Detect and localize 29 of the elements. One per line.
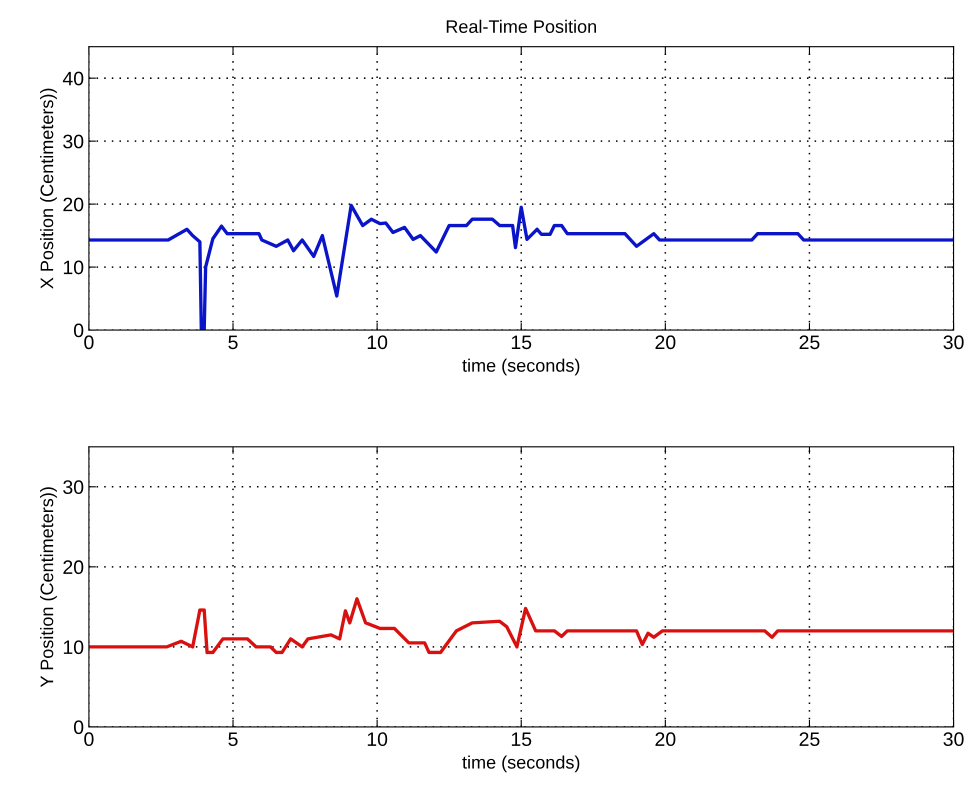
y-tick-label: 0 bbox=[74, 324, 84, 338]
x-tick-label: 10 bbox=[368, 732, 388, 746]
x-tick-label: 25 bbox=[800, 732, 820, 746]
x-tick-label: 15 bbox=[512, 732, 532, 746]
x-tick-label: 0 bbox=[84, 335, 94, 350]
y-tick-label: 30 bbox=[63, 480, 84, 494]
x-axis-title: time (seconds) bbox=[462, 358, 580, 376]
y-tick-label: 10 bbox=[64, 640, 84, 654]
x-tick-label: 0 bbox=[84, 732, 94, 746]
x-tick-label: 5 bbox=[228, 732, 238, 746]
x-tick-label: 30 bbox=[943, 732, 964, 746]
y-tick-label: 20 bbox=[63, 560, 84, 574]
y-tick-label: 0 bbox=[74, 720, 84, 734]
y-tick-label: 10 bbox=[64, 260, 84, 274]
y-tick-label: 20 bbox=[63, 198, 84, 212]
chart-title: Real-Time Position bbox=[446, 20, 596, 33]
y-tick-label: 40 bbox=[62, 72, 84, 86]
x-tick-label: 15 bbox=[512, 336, 532, 350]
y-tick-label: 30 bbox=[63, 134, 84, 148]
x-tick-label: 30 bbox=[943, 335, 964, 350]
x-tick-label: 20 bbox=[656, 335, 676, 350]
line-series bbox=[88, 597, 954, 654]
y-axis-title: Y Position (Centimeters)) bbox=[40, 487, 57, 688]
y-axis-title: X Position (Centimeters)) bbox=[40, 88, 57, 289]
x-axis-title: time (seconds) bbox=[462, 755, 580, 772]
x-tick-label: 20 bbox=[656, 732, 676, 746]
x-tick-label: 5 bbox=[228, 336, 238, 350]
x-tick-label: 10 bbox=[368, 335, 388, 350]
x-tick-label: 25 bbox=[800, 335, 820, 350]
